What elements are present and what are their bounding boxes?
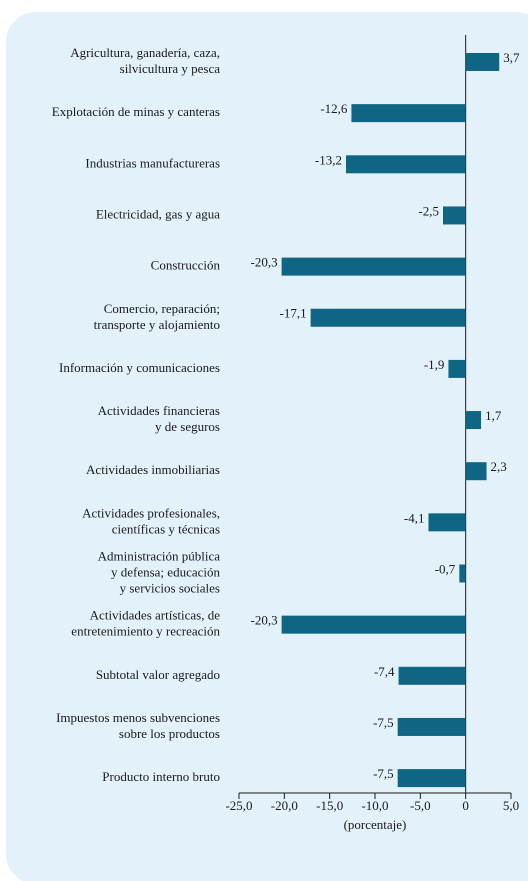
- value-label: -20,3: [251, 255, 278, 270]
- bar: [459, 564, 466, 583]
- x-axis-label: (porcentaje): [344, 817, 407, 832]
- x-tick-label: 5,0: [503, 798, 519, 813]
- x-tick-label: -10,0: [361, 798, 388, 813]
- category-label: Información y comunicaciones: [59, 360, 220, 375]
- category-label: Actividades financieras y de seguros: [98, 403, 220, 434]
- bar: [465, 53, 500, 71]
- category-label: Impuestos menos subvenciones sobre los pr…: [56, 710, 220, 741]
- category-label: Actividades profesionales, científicas y …: [82, 505, 220, 536]
- category-label: Actividades inmobiliarias: [86, 462, 220, 477]
- value-label: -17,1: [280, 306, 307, 321]
- category-label: Actividades artísticas, de entretenimient…: [71, 608, 220, 639]
- bar: [465, 411, 482, 430]
- value-label: 2,3: [491, 459, 507, 474]
- value-label: -7,5: [373, 715, 394, 730]
- value-label: -2,5: [418, 203, 439, 218]
- bar: [281, 615, 466, 634]
- category-label: Producto interno bruto: [102, 769, 220, 784]
- bar: [281, 257, 466, 276]
- value-label: -13,2: [315, 152, 342, 167]
- value-label: -12,6: [320, 101, 348, 116]
- category-label: Administración pública y defensa; educaci…: [98, 548, 221, 595]
- value-label: -1,9: [424, 357, 445, 372]
- category-label: Industrias manufactureras: [85, 155, 220, 170]
- value-label: 1,7: [485, 408, 502, 423]
- bar: [398, 666, 466, 685]
- x-tick-label: -20,0: [271, 798, 298, 813]
- background: [6, 12, 528, 881]
- category-label: Comercio, reparación; transporte y alojam…: [94, 301, 220, 332]
- bar: [397, 769, 466, 788]
- bar: [448, 359, 466, 378]
- bar: [397, 717, 466, 736]
- value-label: -0,7: [435, 561, 456, 576]
- category-label: Explotación de minas y canteras: [52, 104, 220, 119]
- bar: [443, 206, 466, 225]
- category-label: Subtotal valor agregado: [96, 667, 220, 682]
- category-label: Agricultura, ganadería, caza, silvicultur…: [70, 45, 220, 76]
- category-label: Electricidad, gas y agua: [96, 206, 220, 221]
- x-tick-label: -5,0: [410, 798, 431, 813]
- value-label: -7,5: [373, 766, 394, 781]
- x-tick-label: -15,0: [316, 798, 343, 813]
- value-label: -20,3: [251, 613, 278, 628]
- x-tick-label: -25,0: [225, 798, 252, 813]
- bar: [310, 308, 466, 327]
- bar: [465, 462, 487, 481]
- x-tick-label: 0: [462, 798, 469, 813]
- value-label: -4,1: [404, 510, 425, 525]
- value-label: -7,4: [374, 664, 395, 679]
- bar: [351, 104, 466, 123]
- bar: [428, 513, 466, 532]
- bar: [345, 155, 466, 174]
- category-label: Construcción: [151, 258, 221, 273]
- value-label: 3,7: [503, 50, 520, 65]
